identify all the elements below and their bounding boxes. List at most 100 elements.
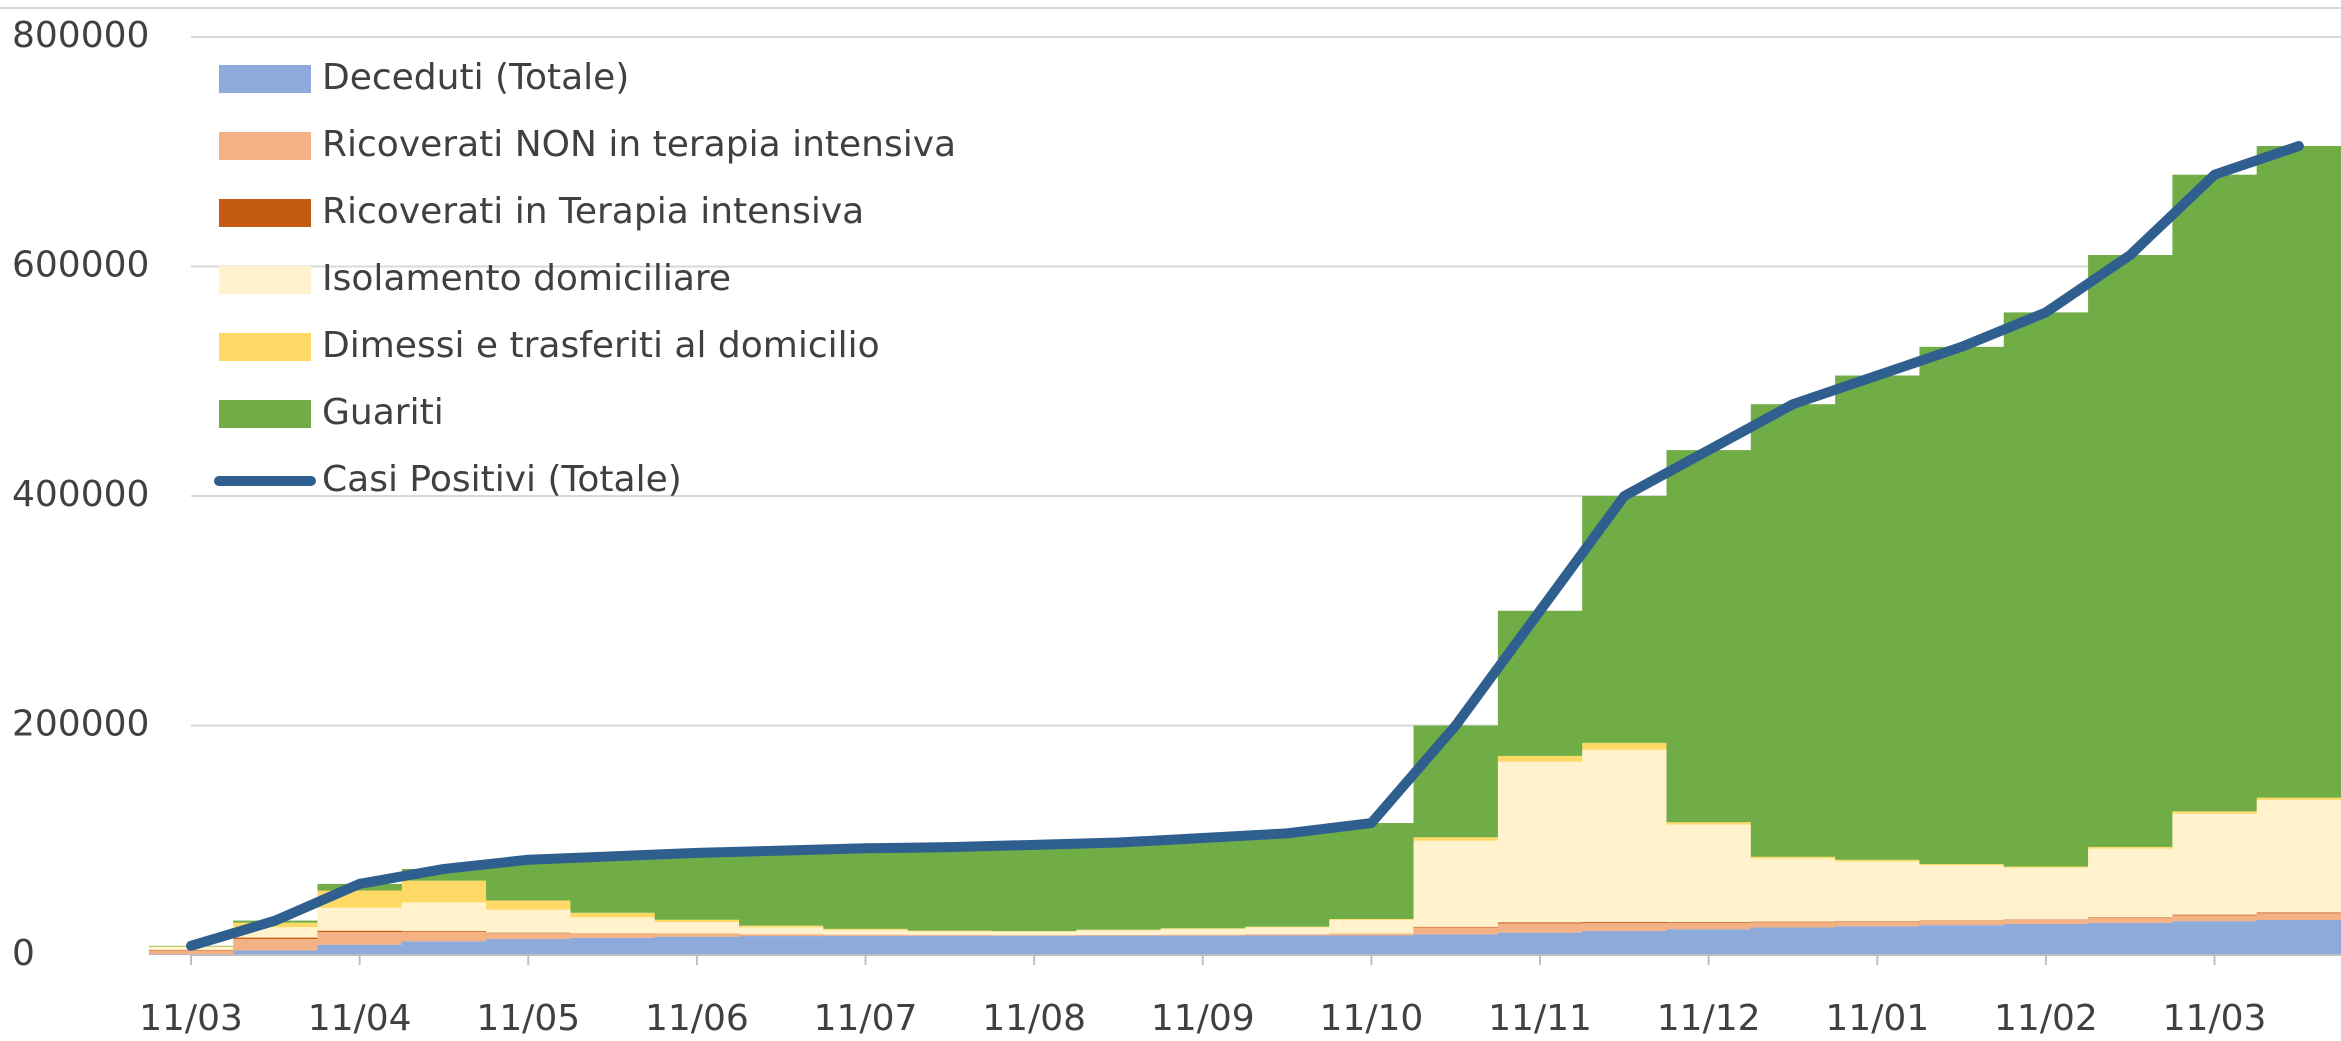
bar-segment <box>1835 921 1921 922</box>
bar-segment <box>1329 823 1415 920</box>
bar-segment <box>1835 921 1921 927</box>
legend-swatch <box>219 266 311 294</box>
bar-segment <box>739 936 824 955</box>
bar-segment <box>401 931 487 933</box>
legend-label: Dimessi e trasferiti al domicilio <box>322 325 880 366</box>
bar-segment <box>1666 922 1752 930</box>
bar-segment <box>991 931 1077 932</box>
bar-segment <box>1919 346 2005 865</box>
bar-segment <box>1160 837 1246 929</box>
bar-segment <box>907 931 993 935</box>
bar-segment <box>317 932 403 945</box>
bar-segment <box>317 907 403 931</box>
bar-segment <box>739 850 824 926</box>
legend-label: Ricoverati in Terapia intensiva <box>322 191 864 232</box>
bar-segment <box>654 852 740 920</box>
bar-segment <box>570 933 656 938</box>
bar-segment <box>1497 761 1583 923</box>
bar-segment <box>1497 932 1583 955</box>
bar-segment <box>1497 755 1583 762</box>
bar-segment <box>1582 930 1668 955</box>
bar-segment <box>1244 926 1330 928</box>
bar-segment <box>823 934 909 936</box>
bar-segment <box>1329 933 1415 936</box>
bar-segment <box>2172 174 2258 812</box>
bar-segment <box>233 927 319 938</box>
legend-swatch <box>219 65 311 93</box>
bar-segment <box>2088 918 2173 923</box>
legend-label: Deceduti (Totale) <box>322 57 629 98</box>
bar-segment <box>1160 934 1246 936</box>
bar-segment <box>907 934 993 936</box>
bar-segment <box>1750 921 1836 923</box>
bar-segment <box>2256 146 2341 798</box>
bar-segment <box>2003 924 2089 955</box>
bar-segment <box>570 937 656 955</box>
legend-swatch <box>219 400 311 428</box>
bar-segment <box>1666 929 1752 955</box>
bar-segment <box>739 927 824 935</box>
bar-segment <box>2172 914 2258 916</box>
bar-segment <box>1244 935 1330 955</box>
bar-segment <box>1413 934 1499 955</box>
bar-segment <box>823 930 909 935</box>
bar-segment <box>739 925 824 928</box>
bar-segment <box>2256 799 2341 913</box>
bar-segment <box>401 880 487 903</box>
bar-segment <box>486 932 572 934</box>
bar-segment <box>1919 920 2005 921</box>
bar-segment <box>1919 920 2005 926</box>
legend-label: Ricoverati NON in terapia intensiva <box>322 124 956 165</box>
bar-segment <box>1835 375 1921 860</box>
bar-segment <box>401 941 487 955</box>
bar-segment <box>2172 915 2258 922</box>
x-tick-label: 11/05 <box>476 998 580 1039</box>
x-tick-label: 11/04 <box>308 998 412 1039</box>
bar-segment <box>1160 928 1246 929</box>
y-tick-label: 400000 <box>12 474 149 515</box>
bar-segment <box>823 935 909 955</box>
bar-segment <box>2172 811 2258 814</box>
bar-segment <box>991 931 1077 936</box>
bar-segment <box>486 909 572 933</box>
bar-segment <box>907 930 993 932</box>
bar-segment <box>1582 742 1668 750</box>
bar-segment <box>1244 927 1330 935</box>
bar-segment <box>1329 919 1415 920</box>
legend-label: Isolamento domiciliare <box>322 258 731 299</box>
y-tick-label: 0 <box>12 933 35 974</box>
bar-segment <box>1582 921 1668 923</box>
bar-segment <box>1160 928 1246 935</box>
bar-segment <box>1919 865 2005 921</box>
bar-segment <box>1244 934 1330 936</box>
bar-segment <box>654 933 740 937</box>
bar-segment <box>233 937 319 939</box>
x-tick-label: 11/09 <box>1151 998 1255 1039</box>
bar-segment <box>1329 935 1415 955</box>
y-tick-label: 600000 <box>12 245 149 286</box>
bar-segment <box>1750 404 1836 857</box>
bar-segment <box>1244 833 1330 927</box>
legend-swatch <box>219 199 311 227</box>
bar-segment <box>401 902 487 932</box>
bar-segment <box>233 938 319 951</box>
bar-segment <box>401 932 487 942</box>
bar-segment <box>654 936 740 955</box>
bar-segment <box>1076 934 1162 936</box>
y-tick-label: 200000 <box>12 704 149 745</box>
bar-segment <box>991 844 1077 932</box>
bar-segment <box>1835 861 1921 922</box>
bar-segment <box>2256 912 2341 914</box>
bar-segment <box>2088 917 2173 919</box>
x-tick-label: 11/08 <box>982 998 1086 1039</box>
bar-segment <box>1076 929 1162 931</box>
x-tick-label: 11/10 <box>1320 998 1424 1039</box>
bar-segment <box>1750 927 1836 955</box>
bar-segment <box>1666 922 1752 923</box>
bar-segment <box>317 930 403 933</box>
bar-segment <box>654 922 740 934</box>
bar-segment <box>1413 837 1499 841</box>
bar-segment <box>1666 822 1752 825</box>
bar-segment <box>233 950 319 955</box>
